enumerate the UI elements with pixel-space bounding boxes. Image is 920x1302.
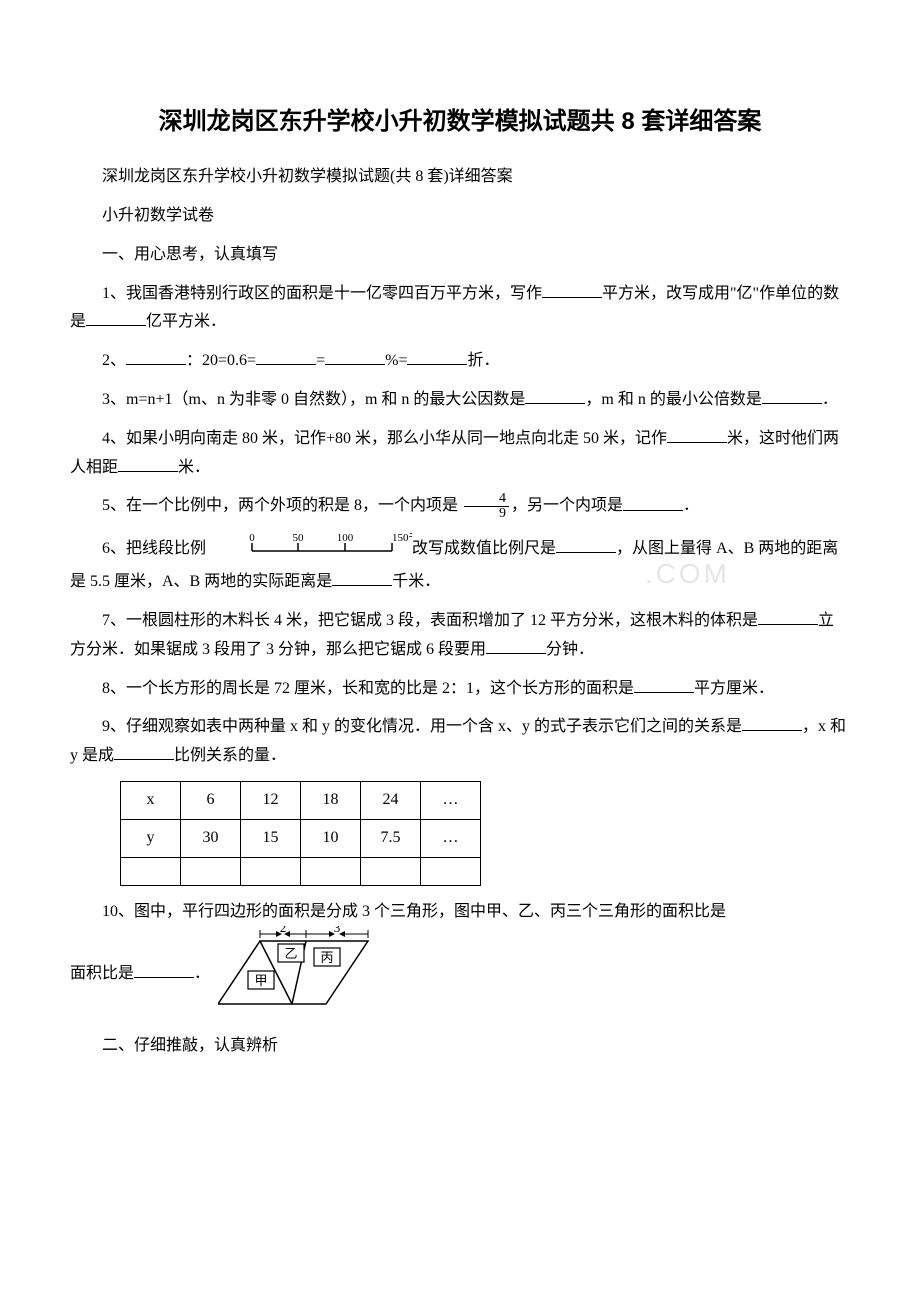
table-cell	[301, 857, 361, 885]
blank	[86, 310, 146, 326]
q5-text-c: ．	[683, 498, 699, 515]
question-2: 2、 ：20=0.6= = %= 折．	[70, 347, 850, 376]
table-cell	[181, 857, 241, 885]
blank	[126, 349, 186, 365]
ruler-label-3: 150千米	[392, 531, 412, 544]
blank	[332, 570, 392, 586]
q10-text-b: ．	[194, 965, 210, 982]
blank	[407, 349, 467, 365]
ruler-icon: 0 50 100 150千米	[210, 531, 412, 568]
q6-text-b: 改写成数值比例尺是	[412, 540, 556, 557]
table-cell: 12	[241, 781, 301, 819]
table-cell: x	[121, 781, 181, 819]
table-row: y 30 15 10 7.5 …	[121, 819, 481, 857]
question-10: 10、图中，平行四边形的面积是分成 3 个三角形，图中甲、乙、丙三个三角形的面积…	[70, 898, 850, 1023]
blank	[667, 427, 727, 443]
blank	[134, 962, 194, 978]
blank	[256, 349, 316, 365]
blank	[325, 349, 385, 365]
data-table: x 6 12 18 24 … y 30 15 10 7.5 …	[120, 781, 481, 886]
table-cell	[121, 857, 181, 885]
trap-label-3: 3	[334, 926, 341, 935]
table-cell: 15	[241, 819, 301, 857]
table-cell: 7.5	[361, 819, 421, 857]
ruler-label-1: 50	[293, 532, 305, 544]
q5-text-b: ，另一个内项是	[511, 498, 623, 515]
section-2-heading: 二、仔细推敲，认真辨析	[70, 1032, 850, 1061]
q8-text-a: 8、一个长方形的周长是 72 厘米，长和宽的比是 2：1，这个长方形的面积是	[102, 680, 634, 697]
q2-text-e: 折．	[467, 352, 499, 369]
table-row	[121, 857, 481, 885]
blank	[542, 282, 602, 298]
subtitle: 深圳龙岗区东升学校小升初数学模拟试题(共 8 套)详细答案	[70, 163, 850, 192]
q2-text-a: 2、	[102, 352, 126, 369]
table-cell: …	[421, 819, 481, 857]
blank	[486, 638, 546, 654]
q2-text-d: %=	[385, 352, 407, 369]
blank	[623, 495, 683, 511]
table-cell: 10	[301, 819, 361, 857]
q2-text-b: ：20=0.6=	[186, 352, 256, 369]
table-cell: 24	[361, 781, 421, 819]
q10-prefix: 面积比是	[70, 965, 134, 982]
blank	[118, 456, 178, 472]
blank	[742, 715, 802, 731]
q8-text-b: 平方厘米．	[694, 680, 774, 697]
question-1: 1、我国香港特别行政区的面积是十一亿零四百万平方米，写作平方米，改写成用"亿"作…	[70, 280, 850, 338]
trapezoid-diagram-icon: 2 3 乙 丙 甲	[218, 926, 378, 1022]
table-cell: 30	[181, 819, 241, 857]
q1-text-c: 亿平方米．	[146, 313, 226, 330]
q4-text-c: 米．	[178, 459, 210, 476]
q7-text-c: 分钟．	[546, 641, 594, 658]
q4-text-a: 4、如果小明向南走 80 米，记作+80 米，那么小华从同一地点向北走 50 米…	[102, 430, 667, 447]
q7-text-a: 7、一根圆柱形的木料长 4 米，把它锯成 3 段，表面积增加了 12 平方分米，…	[102, 612, 758, 629]
trap-label-jia: 甲	[255, 973, 268, 988]
blank	[758, 609, 818, 625]
question-8: 8、一个长方形的周长是 72 厘米，长和宽的比是 2：1，这个长方形的面积是 平方…	[70, 675, 850, 704]
table-cell: 6	[181, 781, 241, 819]
question-9: 9、仔细观察如表中两种量 x 和 y 的变化情况．用一个含 x、y 的式子表示它…	[70, 713, 850, 771]
question-6: 6、把线段比例 0 50 100 150千米 改写成数值比例尺是，从图上量得 A…	[70, 531, 850, 597]
q5-text-a: 5、在一个比例中，两个外项的积是 8，一个内项是	[102, 498, 458, 515]
q1-text-a: 1、我国香港特别行政区的面积是十一亿零四百万平方米，写作	[102, 285, 542, 302]
blank	[762, 388, 822, 404]
trap-label-yi: 乙	[285, 946, 298, 961]
fraction-icon: 4 9	[464, 492, 509, 521]
trap-label-2: 2	[280, 926, 287, 935]
question-5: 5、在一个比例中，两个外项的积是 8，一个内项是 4 9 ，另一个内项是 ．	[70, 492, 850, 521]
table-cell: …	[421, 781, 481, 819]
blank	[114, 744, 174, 760]
table-cell	[241, 857, 301, 885]
table-cell: y	[121, 819, 181, 857]
q9-text-c: 比例关系的量．	[174, 747, 286, 764]
ruler-label-0: 0	[249, 532, 255, 544]
q10-text-a: 10、图中，平行四边形的面积是分成 3 个三角形，图中甲、乙、丙三个三角形的面积…	[102, 903, 726, 920]
blank	[525, 388, 585, 404]
q3-text-a: 3、m=n+1（m、n 为非零 0 自然数），m 和 n 的最大公因数是	[102, 391, 525, 408]
q6-text-d: 千米．	[392, 573, 440, 590]
q3-text-b: ，m 和 n 的最小公倍数是	[585, 391, 761, 408]
fraction-num: 4	[464, 492, 509, 507]
question-4: 4、如果小明向南走 80 米，记作+80 米，那么小华从同一地点向北走 50 米…	[70, 425, 850, 483]
blank	[634, 677, 694, 693]
fraction-den: 9	[464, 507, 509, 521]
q6-text-a: 6、把线段比例	[102, 540, 206, 557]
ruler-label-2: 100	[337, 532, 354, 544]
q9-text-a: 9、仔细观察如表中两种量 x 和 y 的变化情况．用一个含 x、y 的式子表示它…	[102, 718, 742, 735]
page-title: 深圳龙岗区东升学校小升初数学模拟试题共 8 套详细答案	[70, 100, 850, 143]
q2-text-c: =	[316, 352, 325, 369]
question-3: 3、m=n+1（m、n 为非零 0 自然数），m 和 n 的最大公因数是 ，m 和…	[70, 386, 850, 415]
table-row: x 6 12 18 24 …	[121, 781, 481, 819]
table-cell	[361, 857, 421, 885]
paper-label: 小升初数学试卷	[70, 202, 850, 231]
blank	[556, 537, 616, 553]
question-7: 7、一根圆柱形的木料长 4 米，把它锯成 3 段，表面积增加了 12 平方分米，…	[70, 607, 850, 665]
table-cell	[421, 857, 481, 885]
q3-text-c: ．	[822, 391, 838, 408]
trap-label-bing: 丙	[321, 950, 334, 965]
table-cell: 18	[301, 781, 361, 819]
section-1-heading: 一、用心思考，认真填写	[70, 241, 850, 270]
